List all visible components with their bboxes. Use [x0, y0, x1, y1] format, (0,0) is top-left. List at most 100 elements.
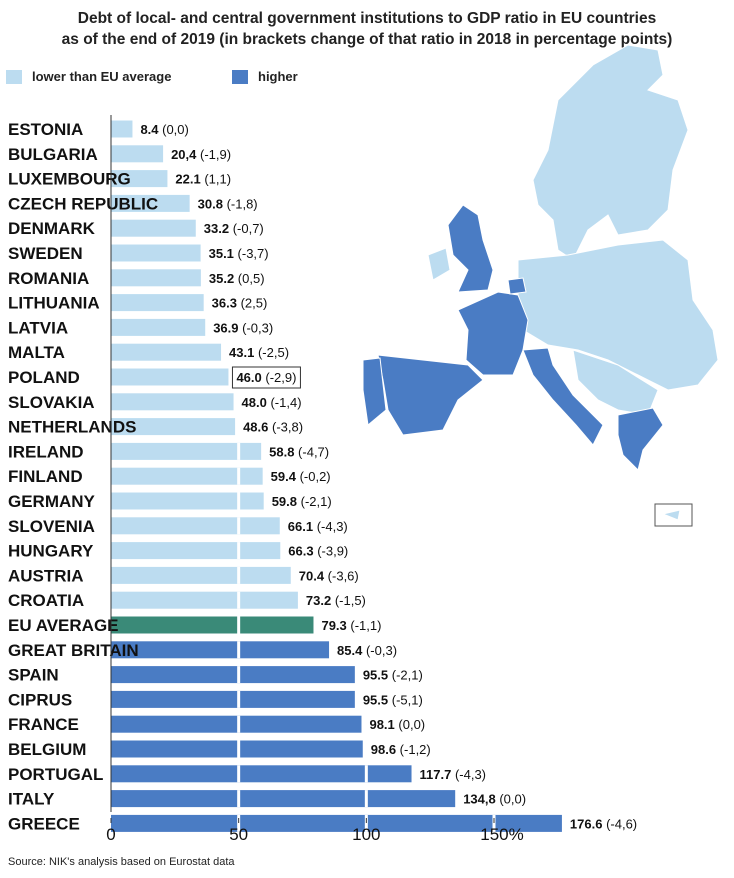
country-label: POLAND: [8, 368, 80, 387]
bar: [111, 219, 196, 237]
map-france: [457, 291, 529, 376]
bar-row-greece: GREECE 176.6 (-4,6): [8, 814, 637, 833]
bar-row-germany: GERMANY 59.8 (-2,1): [8, 492, 332, 511]
value: 48.0: [242, 395, 267, 410]
value-label: 35.1 (-3,7): [209, 246, 269, 261]
value-label: 36.9 (-0,3): [213, 320, 273, 335]
country-label: FINLAND: [8, 467, 83, 486]
chart-title-line1: Debt of local- and central government in…: [77, 10, 657, 27]
bar-row-latvia: LATVIA 36.9 (-0,3): [8, 318, 273, 337]
value: 43.1: [229, 345, 254, 360]
value-label: 66.1 (-4,3): [288, 519, 348, 534]
highlight-box: [231, 366, 301, 389]
change: (-3,9): [314, 544, 349, 559]
europe-map: [362, 44, 719, 527]
country-label: BULGARIA: [8, 145, 98, 164]
bar: [111, 740, 363, 758]
bar-row-france: FRANCE 98.1 (0,0): [8, 715, 425, 734]
country-label: NETHERLANDS: [8, 418, 136, 437]
bar: [111, 368, 229, 386]
country-label: IRELAND: [8, 442, 84, 461]
x-tick-label: 150%: [480, 825, 523, 844]
country-label: SPAIN: [8, 666, 59, 685]
bar-row-malta: MALTA 43.1 (-2,5): [8, 343, 289, 362]
bar-row-italy: ITALY 134,8 (0,0): [8, 790, 526, 809]
value: 117.7: [420, 767, 452, 782]
bar-row-hungary: HUNGARY 66.3 (-3,9): [8, 542, 348, 561]
country-label: LITHUANIA: [8, 294, 100, 313]
bar-row-spain: SPAIN 95.5 (-2,1): [8, 666, 423, 685]
legend-label-higher: higher: [258, 69, 298, 84]
value-label: 8.4 (0,0): [140, 122, 188, 137]
value-label: 85.4 (-0,3): [337, 643, 397, 658]
change: (0,5): [234, 271, 264, 286]
country-label: DENMARK: [8, 219, 96, 238]
change: (-0,3): [362, 643, 397, 658]
bar-row-slovakia: SLOVAKIA 48.0 (-1,4): [8, 393, 302, 412]
value-label: 66.3 (-3,9): [288, 544, 348, 559]
bar-row-sweden: SWEDEN 35.1 (-3,7): [8, 244, 269, 263]
bar-row-denmark: DENMARK 33.2 (-0,7): [8, 219, 264, 238]
value-label: 30.8 (-1,8): [198, 196, 258, 211]
value-label: 36.3 (2,5): [212, 296, 268, 311]
country-label: ITALY: [8, 790, 55, 809]
bar: [111, 566, 291, 584]
source-note: Source: NIK's analysis based on Eurostat…: [8, 856, 235, 868]
change: (0,0): [159, 122, 189, 137]
country-label: CROATIA: [8, 591, 84, 610]
value: 59.8: [272, 494, 297, 509]
country-label: EU AVERAGE: [8, 616, 119, 635]
map-italy: [522, 347, 604, 446]
legend-swatch-higher: [232, 69, 248, 84]
value: 176.6: [570, 816, 603, 831]
bar-row-luxembourg: LUXEMBOURG 22.1 (1,1): [8, 170, 231, 189]
value-label: 59.8 (-2,1): [272, 494, 332, 509]
value: 35.2: [209, 271, 234, 286]
value: 30.8: [198, 196, 223, 211]
map-greece: [617, 407, 664, 471]
value: 95.5: [363, 668, 388, 683]
map-spain: [377, 354, 484, 436]
bar-row-slovenia: SLOVENIA 66.1 (-4,3): [8, 517, 348, 536]
bar: [111, 517, 280, 535]
change: (-4,3): [313, 519, 348, 534]
bar-row-portugal: PORTUGAL 117.7 (-4,3): [8, 765, 486, 784]
value-label: 33.2 (-0,7): [204, 221, 264, 236]
value-label: 20,4 (-1,9): [171, 147, 231, 162]
map-portugal: [362, 357, 387, 426]
change: (1,1): [201, 172, 231, 187]
change: (-4,3): [451, 767, 486, 782]
country-label: PORTUGAL: [8, 765, 103, 784]
bar: [111, 269, 201, 287]
country-label: FRANCE: [8, 715, 79, 734]
bar: [111, 666, 355, 684]
bar: [111, 244, 201, 262]
value: 134,8: [463, 792, 496, 807]
change: (-3,6): [324, 568, 359, 583]
value: 20,4: [171, 147, 197, 162]
value: 79.3: [321, 618, 346, 633]
bar: [111, 641, 330, 659]
bar-row-estonia: ESTONIA 8.4 (0,0): [8, 120, 189, 139]
country-label: CIPRUS: [8, 690, 72, 709]
bar-row-bulgaria: BULGARIA 20,4 (-1,9): [8, 145, 231, 164]
value-label: 176.6 (-4,6): [570, 816, 637, 831]
change: (-0,3): [239, 320, 274, 335]
value-label: 59.4 (-0,2): [271, 469, 331, 484]
bar: [111, 170, 168, 188]
map-scandinavia: [532, 44, 689, 261]
value: 36.9: [213, 320, 238, 335]
country-label: LUXEMBOURG: [8, 170, 131, 189]
bar: [111, 814, 562, 832]
map-central-east: [517, 239, 719, 391]
change: (-1,2): [396, 742, 431, 757]
value: 46.0: [236, 370, 261, 385]
country-label: AUSTRIA: [8, 566, 84, 585]
bar-row-finland: FINLAND 59.4 (-0,2): [8, 467, 331, 486]
change: (-5,1): [388, 692, 423, 707]
value-label: 95.5 (-5,1): [363, 692, 423, 707]
change: (-1,8): [223, 196, 258, 211]
change: (-1,5): [331, 593, 366, 608]
x-tick-label: 100: [352, 825, 380, 844]
legend-item-lower: lower than EU average: [6, 69, 171, 84]
